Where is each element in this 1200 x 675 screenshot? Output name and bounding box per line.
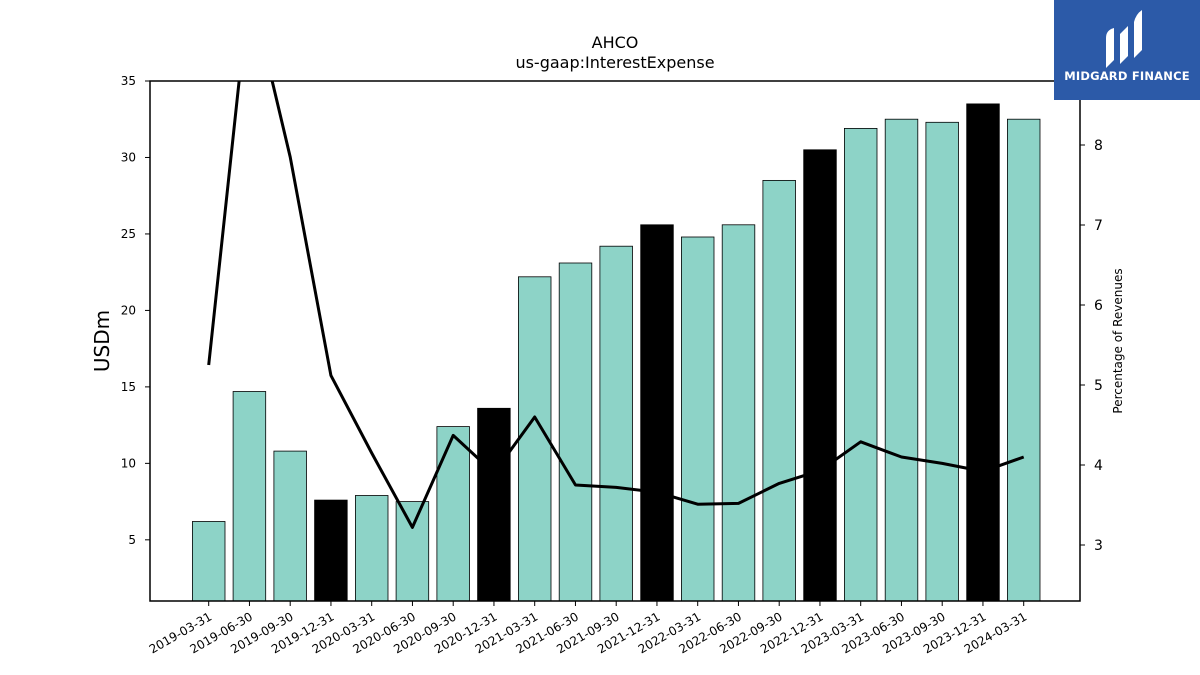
bar-2022-03-31 (681, 236, 715, 602)
bar-2021-03-31 (518, 276, 552, 602)
y2-axis-label: Percentage of Revenues (1111, 268, 1125, 413)
chart-title: AHCO (592, 33, 639, 52)
bar-2021-09-30 (599, 245, 633, 602)
bar-2022-12-31 (803, 149, 837, 602)
y-tick-label: 20 (121, 303, 136, 317)
y-tick-label: 5 (128, 533, 136, 547)
logo-text: MIDGARD FINANCE (1064, 69, 1190, 83)
bar-2022-06-30 (721, 224, 756, 602)
x-axis: 2019-03-312019-06-302019-09-302019-12-31… (147, 601, 1029, 656)
y-tick-label: 35 (121, 74, 136, 88)
y-tick-label: 15 (121, 380, 136, 394)
bar-2020-03-31 (354, 495, 389, 602)
bar-2019-12-31 (314, 499, 348, 602)
plot-frame (149, 80, 1081, 602)
y2-tick-label: 6 (1094, 298, 1103, 314)
y2-tick-label: 5 (1094, 378, 1103, 394)
brand-logo: MIDGARD FINANCE (1054, 0, 1200, 100)
y-axis: 5 10 15 20 25 30 35 (121, 74, 150, 547)
bar-2022-09-30 (762, 179, 796, 602)
series-line (207, 81, 1025, 529)
bar-2019-03-31 (191, 521, 226, 602)
bar-2019-06-30 (232, 391, 267, 602)
y-tick-label: 10 (121, 456, 136, 470)
y-tick-label: 30 (121, 150, 136, 164)
y2-axis: 3 4 5 6 7 8 (1080, 138, 1103, 554)
y2-tick-label: 4 (1094, 458, 1103, 474)
line-group (207, 81, 1025, 529)
bar-2023-03-31 (844, 127, 878, 602)
bars-group (191, 103, 1041, 602)
chart-subtitle: us-gaap:InterestExpense (515, 53, 714, 72)
bar-2020-12-31 (477, 407, 511, 602)
bar-2023-06-30 (884, 118, 919, 602)
bar-2023-09-30 (925, 121, 959, 602)
bar-2024-03-31 (1007, 118, 1041, 602)
y2-tick-label: 7 (1094, 218, 1103, 234)
midgard-logo-icon (1106, 10, 1142, 68)
y-tick-label: 25 (121, 227, 136, 241)
bar-2021-06-30 (558, 262, 593, 602)
y2-tick-label: 8 (1094, 138, 1103, 154)
y-axis-label: USDm (90, 310, 114, 372)
bar-2020-06-30 (395, 501, 430, 602)
bar-2021-12-31 (640, 224, 674, 602)
bar-2023-12-31 (966, 103, 1000, 602)
bar-2020-09-30 (436, 426, 470, 602)
y2-tick-label: 3 (1094, 538, 1103, 554)
bar-2019-09-30 (273, 450, 307, 602)
